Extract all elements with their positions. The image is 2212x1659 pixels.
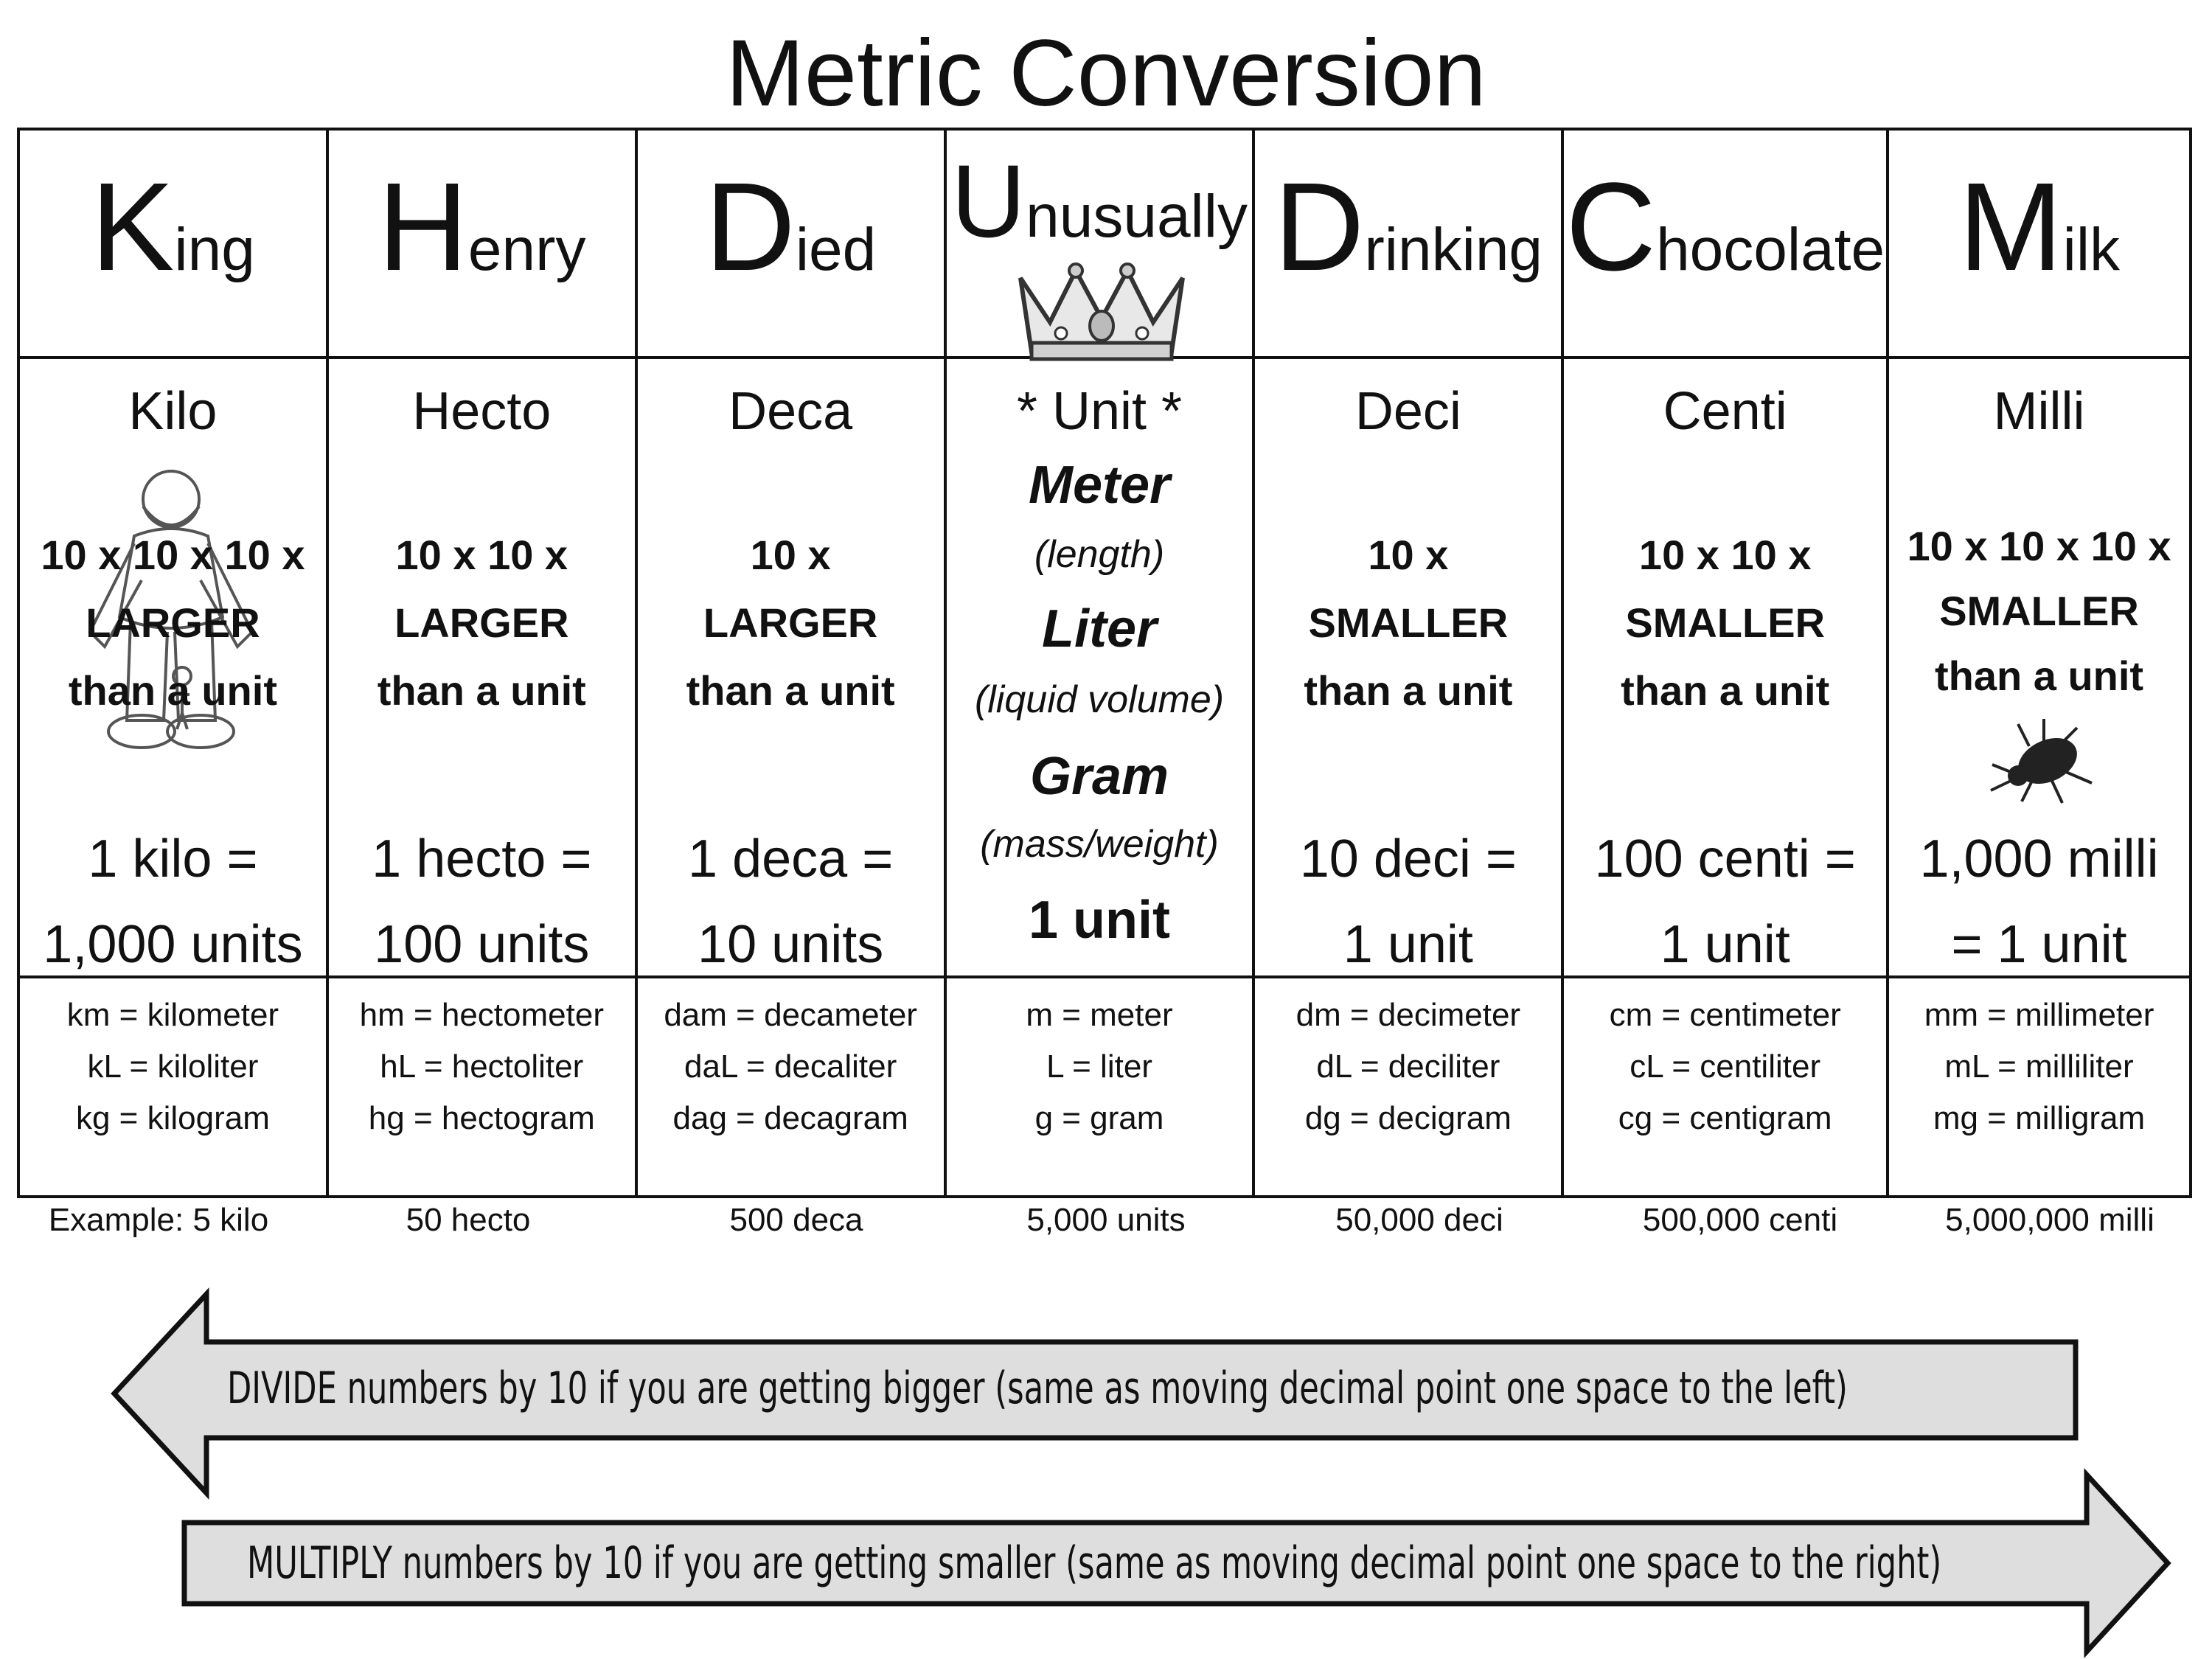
divide-rule-text: DIVIDE numbers by 10 if you are getting …	[227, 1363, 1848, 1414]
mnemonic-cell: Drinking	[1255, 131, 1562, 359]
mnemonic-initial: D	[705, 157, 796, 297]
equivalence-text: 10 deci = 1 unit	[1299, 830, 1517, 974]
prefix-cell: Milli 10 x 10 x 10 x SMALLER than a unit…	[1889, 359, 2189, 978]
example-deci: 50,000 deci	[1335, 1202, 1503, 1238]
column-hecto: Henry Hecto 10 x 10 x LARGER than a unit…	[328, 131, 638, 1195]
mnemonic-cell: Henry	[328, 131, 635, 359]
conversion-chart: King Kilo 10 x 1	[17, 128, 2192, 1198]
left-arrow-icon	[111, 1287, 2079, 1500]
multiplier-text: 10 x LARGER than a unit	[686, 532, 895, 714]
abbreviation-list: dam = decameter daL = decaliter dag = de…	[664, 997, 917, 1136]
example-deca: 500 deca	[729, 1202, 863, 1238]
unit-liter-desc: (liquid volume)	[974, 678, 1225, 721]
example-hecto: 50 hecto	[406, 1202, 531, 1238]
abbreviation-list: dm = decimeter dL = deciliter dg = decig…	[1295, 997, 1521, 1136]
mnemonic-initial: D	[1273, 157, 1365, 297]
unit-gram: Gram	[1029, 747, 1169, 806]
abbreviation-list: km = kilometer kL = kiloliter kg = kilog…	[66, 997, 279, 1136]
mnemonic-cell: Milk	[1889, 131, 2189, 359]
column-unit: Unusually * Unit * Meter (length) Liter …	[946, 131, 1256, 1195]
giant-icon	[88, 470, 254, 749]
mnemonic-initial: M	[1958, 157, 2063, 297]
abbreviation-list: hm = hectometer hL = hectoliter hg = hec…	[359, 997, 604, 1136]
prefix-name: Hecto	[412, 382, 552, 441]
prefix-cell: Centi 10 x 10 x SMALLER than a unit 100 …	[1564, 359, 1887, 978]
beetle-icon	[1990, 719, 2093, 804]
crown-icon	[1018, 262, 1185, 361]
example-centi: 500,000 centi	[1642, 1202, 1838, 1238]
unit-gram-desc: (mass/weight)	[980, 823, 1219, 866]
column-centi: Chocolate Centi 10 x 10 x SMALLER than a…	[1564, 131, 1890, 1195]
unit-meter-desc: (length)	[1034, 533, 1165, 576]
right-arrow-icon	[181, 1468, 2171, 1658]
multiplier-text: 10 x 10 x 10 x SMALLER than a unit	[1907, 523, 2171, 699]
multiplier-text: 10 x 10 x LARGER than a unit	[377, 532, 586, 714]
multiply-rule-text: MULTIPLY numbers by 10 if you are gettin…	[247, 1537, 1942, 1589]
divide-arrow: DIVIDE numbers by 10 if you are getting …	[0, 1283, 2212, 1504]
mnemonic-word: ied	[795, 216, 877, 283]
prefix-name: Centi	[1663, 382, 1787, 441]
equivalence-text: 1,000 milli = 1 unit	[1919, 830, 2159, 974]
mnemonic-word: rinking	[1364, 216, 1543, 283]
mnemonic-word: enry	[467, 216, 586, 283]
mnemonic-initial: C	[1565, 157, 1657, 297]
prefix-cell: Deci 10 x SMALLER than a unit 10 deci = …	[1255, 359, 1562, 978]
page-title: Metric Conversion	[726, 21, 1486, 126]
column-deci: Drinking Deci 10 x SMALLER than a unit 1…	[1255, 131, 1565, 1195]
prefix-name: Kilo	[128, 382, 218, 441]
mnemonic-cell: Unusually	[946, 131, 1253, 361]
multiplier-text: 10 x 10 x SMALLER than a unit	[1621, 532, 1830, 714]
abbreviation-list: m = meter L = liter g = gram	[1026, 997, 1173, 1136]
mnemonic-initial: H	[378, 157, 468, 297]
column-milli: Milk Milli 10 x 10 x 10 x SMALLER than a…	[1889, 131, 2189, 1195]
mnemonic-initial: K	[91, 157, 175, 297]
unit-meter: Meter	[1028, 456, 1171, 515]
abbreviation-list: mm = millimeter mL = milliliter mg = mil…	[1924, 997, 2154, 1136]
mnemonic-word: hocolate	[1656, 216, 1885, 283]
column-kilo: King Kilo 10 x 1	[20, 131, 329, 1195]
unit-liter: Liter	[1041, 599, 1158, 658]
equivalence-text: 1 hecto = 100 units	[372, 830, 592, 974]
multiply-arrow: MULTIPLY numbers by 10 if you are gettin…	[0, 1467, 2212, 1659]
equivalence-text: 100 centi = 1 unit	[1594, 830, 1856, 974]
prefix-cell: Deca 10 x LARGER than a unit 1 deca = 10…	[637, 359, 944, 978]
example-kilo: Example: 5 kilo	[48, 1202, 269, 1238]
prefix-cell: Kilo 10 x 10 x 10 x LARG	[20, 359, 326, 978]
prefix-name: Deci	[1354, 382, 1461, 441]
mnemonic-word: nusually	[1026, 183, 1248, 250]
prefix-name: Deca	[728, 382, 853, 441]
mnemonic-word: ing	[174, 216, 255, 283]
mnemonic-initial: U	[951, 143, 1026, 259]
mnemonic-word: ilk	[2062, 216, 2121, 283]
mnemonic-cell: King	[20, 131, 326, 359]
prefix-cell: * Unit * Meter (length) Liter (liquid vo…	[946, 359, 1253, 978]
equivalence-text: 1 deca = 10 units	[688, 830, 894, 974]
prefix-name: Milli	[1993, 382, 2085, 441]
column-deca: Died Deca 10 x LARGER than a unit 1 deca…	[637, 131, 947, 1195]
equivalence-text: 1 kilo = 1,000 units	[43, 830, 303, 974]
abbreviation-list: cm = centimeter cL = centiliter cg = cen…	[1609, 997, 1841, 1136]
mnemonic-cell: Chocolate	[1564, 131, 1887, 359]
multiplier-text: 10 x SMALLER than a unit	[1304, 532, 1513, 714]
one-unit: 1 unit	[1029, 891, 1170, 950]
multiplier-text: 10 x 10 x 10 x LARGER than a unit	[41, 532, 305, 714]
prefix-name: * Unit *	[1016, 382, 1183, 441]
prefix-cell: Hecto 10 x 10 x LARGER than a unit 1 hec…	[328, 359, 635, 978]
mnemonic-cell: Died	[637, 131, 944, 359]
example-unit: 5,000 units	[1026, 1202, 1186, 1238]
example-milli: 5,000,000 milli	[1945, 1202, 2154, 1238]
